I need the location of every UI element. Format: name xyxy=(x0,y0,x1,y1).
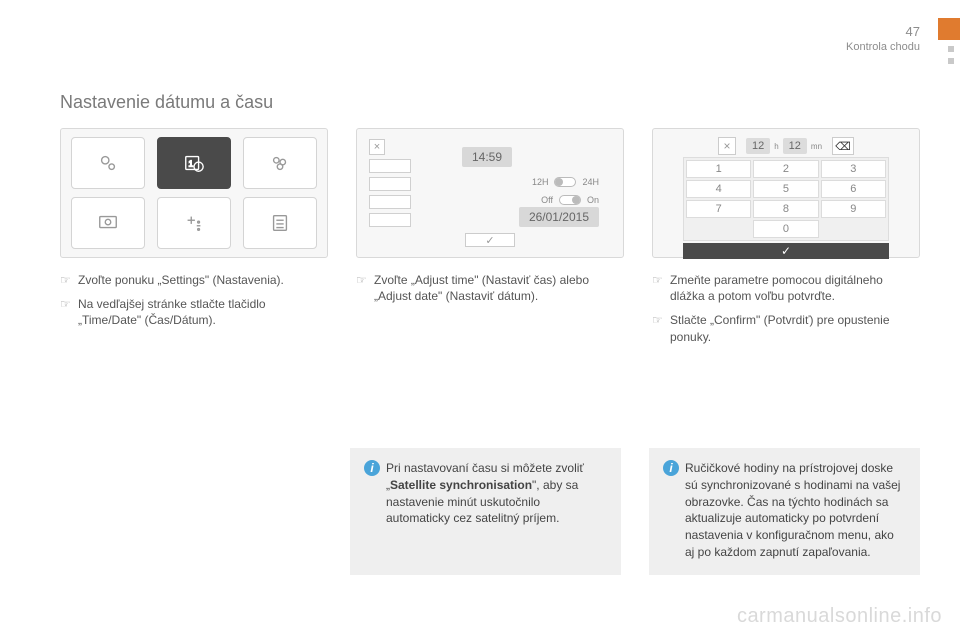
info-note-satellite: i Pri nastavovaní času si môžete zvoliť … xyxy=(350,448,621,575)
time-date-icon: 1 xyxy=(157,137,231,189)
svg-text:1: 1 xyxy=(189,160,194,169)
page-accent-tab xyxy=(938,18,960,40)
column-settings-menu: 1 Zvoľte ponuku „Settings" (Nastavenia).… xyxy=(60,128,328,353)
side-marker xyxy=(948,46,954,52)
screenshot-keypad: × 12 h 12 mn ⌫ 1 2 3 4 5 6 7 8 9 xyxy=(652,128,920,258)
key-0: 0 xyxy=(753,220,818,238)
section-label: Kontrola chodu xyxy=(846,41,920,53)
key-blank xyxy=(686,220,751,238)
screenshot-adjust-time: × 14:59 12H 24H Off On 26/01/2015 ✓ xyxy=(356,128,624,258)
profiles-icon xyxy=(243,137,317,189)
confirm-icon: ✓ xyxy=(683,243,889,259)
date-value: 26/01/2015 xyxy=(519,207,599,227)
watermark: carmanualsonline.info xyxy=(737,605,942,628)
page-title: Nastavenie dátumu a času xyxy=(60,92,273,113)
confirm-icon: ✓ xyxy=(465,233,515,247)
page-number: 47 xyxy=(846,24,920,39)
time-value: 14:59 xyxy=(462,147,512,167)
key-2: 2 xyxy=(753,160,818,178)
info-icon: i xyxy=(663,460,679,476)
display-icon xyxy=(71,197,145,249)
info-note-clock-sync: i Ručičkové hodiny na prístrojovej doske… xyxy=(649,448,920,575)
key-3: 3 xyxy=(821,160,886,178)
label-on: On xyxy=(587,195,599,205)
side-marker xyxy=(948,58,954,64)
key-blank xyxy=(821,220,886,238)
key-1: 1 xyxy=(686,160,751,178)
key-7: 7 xyxy=(686,200,751,218)
instruction-item: Zvoľte ponuku „Settings" (Nastavenia). xyxy=(60,272,328,288)
info-icon: i xyxy=(364,460,380,476)
instruction-list: Zvoľte „Adjust time" (Nastaviť čas) aleb… xyxy=(356,272,624,304)
label-24h: 24H xyxy=(582,177,599,187)
label-off: Off xyxy=(541,195,553,205)
key-6: 6 xyxy=(821,180,886,198)
hour-field: 12 xyxy=(746,138,770,154)
key-9: 9 xyxy=(821,200,886,218)
screenshot-settings-grid: 1 xyxy=(60,128,328,258)
hour-format-toggle: 12H 24H xyxy=(532,177,599,187)
minute-field: 12 xyxy=(783,138,807,154)
settings-icon xyxy=(71,137,145,189)
label-12h: 12H xyxy=(532,177,549,187)
instruction-item: Zmeňte parametre pomocou digitálneho dlá… xyxy=(652,272,920,304)
minute-unit: mn xyxy=(811,142,822,151)
instruction-item: Na vedľajšej stránke stlačte tlačidlo „T… xyxy=(60,296,328,328)
numeric-keypad: 1 2 3 4 5 6 7 8 9 0 xyxy=(683,157,889,241)
note-text: Ručičkové hodiny na prístrojovej doske s… xyxy=(685,460,906,561)
column-keypad: × 12 h 12 mn ⌫ 1 2 3 4 5 6 7 8 9 xyxy=(652,128,920,353)
calculator-icon xyxy=(243,197,317,249)
units-icon xyxy=(157,197,231,249)
sync-toggle: Off On xyxy=(541,195,599,205)
close-icon: × xyxy=(718,137,736,155)
close-icon: × xyxy=(369,139,385,155)
backspace-icon: ⌫ xyxy=(832,137,854,155)
key-8: 8 xyxy=(753,200,818,218)
instruction-item: Stlačte „Confirm" (Potvrdiť) pre opusten… xyxy=(652,312,920,344)
key-5: 5 xyxy=(753,180,818,198)
instruction-list: Zvoľte ponuku „Settings" (Nastavenia). N… xyxy=(60,272,328,329)
page-header: 47 Kontrola chodu xyxy=(846,24,920,53)
instruction-item: Zvoľte „Adjust time" (Nastaviť čas) aleb… xyxy=(356,272,624,304)
note-text: Pri nastavovaní času si môžete zvoliť „S… xyxy=(386,460,607,527)
sidebar-placeholder xyxy=(369,159,411,227)
instruction-list: Zmeňte parametre pomocou digitálneho dlá… xyxy=(652,272,920,345)
key-4: 4 xyxy=(686,180,751,198)
hour-unit: h xyxy=(774,142,778,151)
column-adjust-time: × 14:59 12H 24H Off On 26/01/2015 ✓ xyxy=(356,128,624,353)
